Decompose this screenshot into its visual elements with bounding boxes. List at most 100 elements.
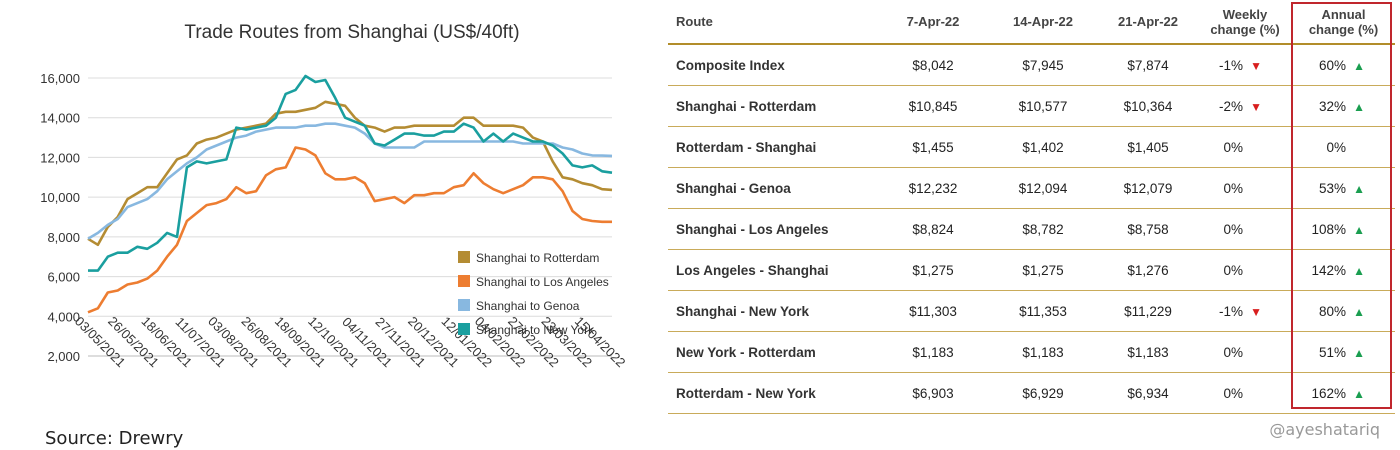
legend-swatch — [458, 251, 470, 263]
annual-trend-icon: ▲ — [1353, 222, 1365, 237]
y-tick-label: 10,000 — [40, 190, 80, 205]
annual-change-value: 142% — [1311, 262, 1346, 278]
table-body: Composite Index $8,042 $7,945 $7,874 -1% ▼ 60%… — [668, 44, 1395, 414]
weekly-change-value: -2% — [1218, 98, 1243, 114]
cell-date-3: $10,364 — [1098, 85, 1198, 127]
header-route: Route — [668, 0, 878, 45]
cell-weekly-change: 0% — [1198, 372, 1292, 414]
annual-trend-icon: ▲ — [1353, 58, 1365, 73]
cell-date-1: $1,183 — [878, 331, 988, 373]
cell-date-3: $7,874 — [1098, 44, 1198, 86]
cell-route: Rotterdam - New York — [668, 372, 878, 414]
weekly-trend-icon: ▼ — [1250, 58, 1262, 73]
cell-date-1: $6,903 — [878, 372, 988, 414]
cell-weekly-change: -1% ▼ — [1198, 290, 1292, 332]
cell-annual-change: 32% ▲ — [1292, 85, 1395, 127]
series-lines — [87, 74, 613, 314]
legend-label: Shanghai to Rotterdam — [476, 251, 599, 265]
cell-weekly-change: 0% — [1198, 331, 1292, 373]
series-line-2 — [87, 122, 613, 240]
cell-date-2: $6,929 — [988, 372, 1098, 414]
header-date-1: 7-Apr-22 — [878, 0, 988, 45]
header-date-3: 21-Apr-22 — [1098, 0, 1198, 45]
cell-route: Shanghai - Genoa — [668, 167, 878, 209]
annual-change-value: 32% — [1318, 98, 1346, 114]
source-note: Source: Drewry — [45, 428, 184, 449]
header-weekly-line2: change (%) — [1210, 21, 1280, 37]
weekly-change-value: 0% — [1223, 385, 1243, 401]
cell-route: Rotterdam - Shanghai — [668, 126, 878, 168]
cell-date-2: $8,782 — [988, 208, 1098, 250]
cell-route: Shanghai - Rotterdam — [668, 85, 878, 127]
table-row: Shanghai - New York $11,303 $11,353 $11,229… — [668, 290, 1395, 332]
table-row: New York - Rotterdam $1,183 $1,183 $1,183 0%… — [668, 331, 1395, 373]
annual-change-value: 80% — [1318, 303, 1346, 319]
y-tick-label: 16,000 — [40, 71, 80, 86]
cell-date-2: $1,183 — [988, 331, 1098, 373]
cell-route: Shanghai - Los Angeles — [668, 208, 878, 250]
header-annual-line2: change (%) — [1308, 21, 1379, 37]
y-tick-label: 12,000 — [40, 150, 80, 165]
x-axis-ticks: 03/05/202126/05/202118/06/202111/07/2021… — [72, 313, 629, 370]
annual-trend-icon: ▲ — [1353, 263, 1365, 278]
y-tick-label: 8,000 — [47, 230, 80, 245]
series-line-1 — [87, 146, 612, 314]
legend: Shanghai to Rotterdam Shanghai to Los Ang… — [458, 251, 609, 337]
annual-change-value: 51% — [1318, 344, 1346, 360]
table-row: Composite Index $8,042 $7,945 $7,874 -1% ▼ 60%… — [668, 44, 1395, 86]
series-line-3 — [88, 74, 613, 272]
cell-date-3: $1,276 — [1098, 249, 1198, 291]
header-annual-line1: Annual — [1321, 6, 1366, 22]
cell-annual-change: 0% — [1292, 126, 1395, 168]
table-row: Shanghai - Los Angeles $8,824 $8,782 $8,758… — [668, 208, 1395, 250]
table-row: Los Angeles - Shanghai $1,275 $1,275 $1,276… — [668, 249, 1395, 291]
annual-change-value: 60% — [1318, 57, 1346, 73]
rates-table: Route 7-Apr-22 14-Apr-22 21-Apr-22 Weekl… — [668, 0, 1395, 414]
weekly-change-value: 0% — [1223, 344, 1243, 360]
series-line-0 — [87, 100, 613, 247]
cell-date-2: $10,577 — [988, 85, 1098, 127]
cell-route: Shanghai - New York — [668, 290, 878, 332]
table-row: Rotterdam - Shanghai $1,455 $1,402 $1,405 0%… — [668, 126, 1395, 168]
legend-label: Shanghai to Los Angeles — [476, 275, 609, 289]
rates-table-panel: Route 7-Apr-22 14-Apr-22 21-Apr-22 Weekl… — [668, 0, 1395, 414]
cell-route: Composite Index — [668, 44, 878, 86]
chart-panel: Trade Routes from Shanghai (US$/40ft) 2,… — [0, 0, 660, 450]
header-weekly-line1: Weekly — [1222, 6, 1268, 22]
header-annual-change: Annual change (%) — [1292, 0, 1395, 45]
cell-date-1: $11,303 — [878, 290, 988, 332]
y-tick-label: 6,000 — [47, 270, 80, 285]
weekly-change-value: 0% — [1223, 221, 1243, 237]
cell-weekly-change: -2% ▼ — [1198, 85, 1292, 127]
annual-change-value: 53% — [1318, 180, 1346, 196]
y-tick-label: 14,000 — [40, 111, 80, 126]
cell-annual-change: 60% ▲ — [1292, 44, 1395, 86]
table-header-row: Route 7-Apr-22 14-Apr-22 21-Apr-22 Weekl… — [668, 0, 1395, 45]
cell-date-2: $1,275 — [988, 249, 1098, 291]
cell-annual-change: 142% ▲ — [1292, 249, 1395, 291]
annual-trend-icon: ▲ — [1353, 386, 1365, 401]
header-date-2: 14-Apr-22 — [988, 0, 1098, 45]
cell-weekly-change: 0% — [1198, 208, 1292, 250]
legend-label: Shanghai to New York — [476, 323, 595, 337]
weekly-change-value: -1% — [1218, 303, 1243, 319]
cell-date-1: $12,232 — [878, 167, 988, 209]
cell-date-1: $8,042 — [878, 44, 988, 86]
y-tick-label: 4,000 — [47, 309, 80, 324]
table-row: Shanghai - Rotterdam $10,845 $10,577 $10,36… — [668, 85, 1395, 127]
legend-label: Shanghai to Genoa — [476, 299, 580, 313]
cell-date-1: $1,275 — [878, 249, 988, 291]
annual-change-value: 162% — [1311, 385, 1346, 401]
annual-trend-icon: ▲ — [1353, 99, 1365, 114]
cell-date-3: $12,079 — [1098, 167, 1198, 209]
legend-swatch — [458, 323, 470, 335]
weekly-change-value: 0% — [1223, 262, 1243, 278]
cell-weekly-change: 0% — [1198, 167, 1292, 209]
cell-date-3: $1,183 — [1098, 331, 1198, 373]
cell-date-2: $11,353 — [988, 290, 1098, 332]
annual-trend-icon: ▲ — [1353, 345, 1365, 360]
table-row: Shanghai - Genoa $12,232 $12,094 $12,079 0% 5… — [668, 167, 1395, 209]
legend-swatch — [458, 275, 470, 287]
cell-date-3: $6,934 — [1098, 372, 1198, 414]
annual-change-value: 0% — [1326, 139, 1346, 155]
